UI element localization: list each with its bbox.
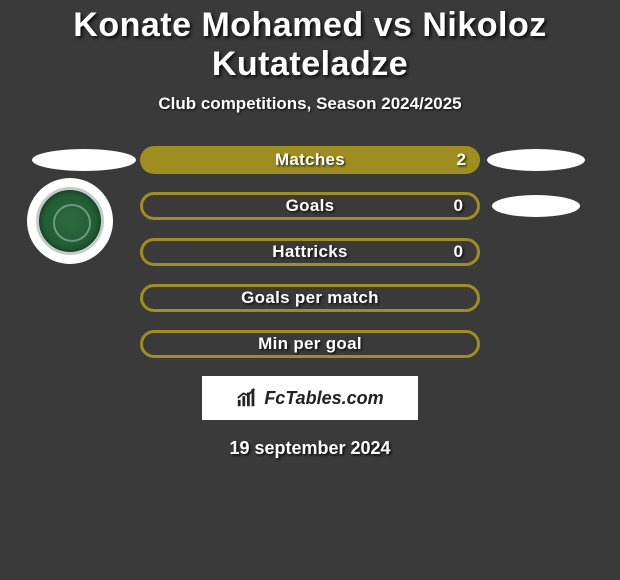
brand-chart-icon: [236, 387, 258, 409]
stat-row: Goals per match: [0, 284, 620, 312]
stat-row: Matches 2: [0, 146, 620, 174]
stat-bar: Matches 2: [140, 146, 480, 174]
club-badge-left: [27, 178, 113, 264]
page-subtitle: Club competitions, Season 2024/2025: [0, 94, 620, 114]
stat-label: Goals per match: [241, 288, 379, 308]
right-side-cell: [480, 195, 592, 217]
right-side-cell: [480, 149, 592, 171]
player-marker-left: [32, 149, 136, 171]
page-title: Konate Mohamed vs Nikoloz Kutateladze: [0, 0, 620, 84]
stat-bar: Goals 0: [140, 192, 480, 220]
stat-value: 2: [457, 150, 466, 170]
stat-label: Goals: [286, 196, 335, 216]
player-marker-right: [492, 195, 580, 217]
stat-label: Matches: [275, 150, 345, 170]
stat-bar: Goals per match: [140, 284, 480, 312]
stat-bar: Hattricks 0: [140, 238, 480, 266]
brand-text: FcTables.com: [264, 388, 383, 409]
stat-bar: Min per goal: [140, 330, 480, 358]
left-side-cell: [28, 149, 140, 171]
stat-value: 0: [454, 242, 463, 262]
comparison-infographic: Konate Mohamed vs Nikoloz Kutateladze Cl…: [0, 0, 620, 580]
club-crest-icon: [36, 187, 104, 255]
stat-label: Min per goal: [258, 334, 362, 354]
stat-row: Min per goal: [0, 330, 620, 358]
player-marker-right: [487, 149, 585, 171]
brand-box: FcTables.com: [202, 376, 418, 420]
stat-label: Hattricks: [272, 242, 347, 262]
date-text: 19 september 2024: [0, 438, 620, 459]
stat-value: 0: [454, 196, 463, 216]
